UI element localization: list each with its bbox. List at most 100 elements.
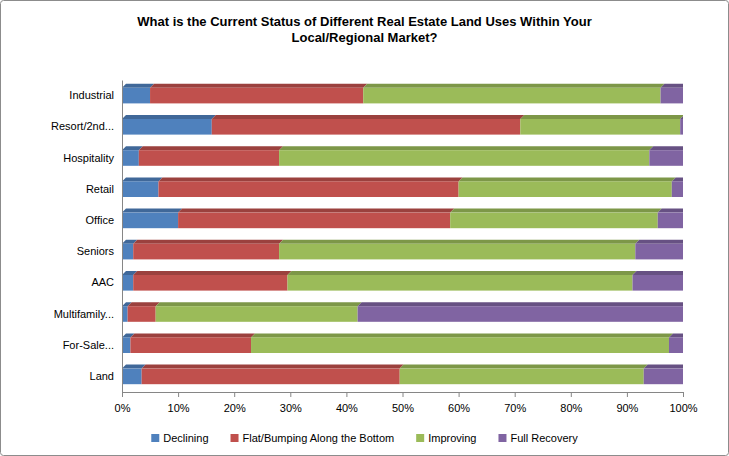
bar <box>279 150 649 166</box>
bar <box>635 244 683 260</box>
y-tick-label: Hospitality <box>63 152 114 164</box>
bar-top <box>459 177 676 181</box>
bar <box>633 275 683 291</box>
x-tick: 20% <box>224 392 246 414</box>
legend: Declining Flat/Bumping Along the Bottom Im… <box>151 432 578 444</box>
y-tick: Hospitality <box>63 152 122 164</box>
legend-label: Declining <box>163 432 208 444</box>
bar-top <box>661 84 683 88</box>
bar-top <box>363 84 664 88</box>
y-tick: Multifamily... <box>54 308 122 320</box>
x-axis-line <box>123 393 684 398</box>
bar <box>122 213 178 229</box>
y-tick-label: Office <box>85 214 114 226</box>
x-tick-label: 40% <box>336 402 358 414</box>
x-tick-mark <box>346 392 347 397</box>
bar-top <box>635 240 683 244</box>
x-tick: 10% <box>168 392 190 414</box>
bar <box>363 88 660 104</box>
bar-top <box>122 84 154 88</box>
bar <box>672 181 683 197</box>
x-tick: 70% <box>504 392 526 414</box>
bar <box>459 181 672 197</box>
bars <box>122 84 683 384</box>
y-tick: Land <box>90 370 122 382</box>
bar <box>669 337 683 353</box>
bar <box>287 275 632 291</box>
bar <box>158 181 458 197</box>
bar <box>122 88 150 104</box>
x-tick: 80% <box>560 392 582 414</box>
bar <box>128 306 156 322</box>
x-tick-label: 100% <box>669 402 697 414</box>
bar <box>251 337 669 353</box>
bar <box>658 213 683 229</box>
bar <box>680 119 683 135</box>
y-tick: Resort/2nd... <box>51 120 122 132</box>
x-tick: 0% <box>115 392 131 414</box>
chart-title: What is the Current Status of Different … <box>137 14 591 45</box>
bar <box>133 275 287 291</box>
bar-top <box>279 240 639 244</box>
bar <box>649 150 683 166</box>
bar <box>142 369 400 385</box>
bar-top <box>672 177 683 181</box>
legend-item: Declining <box>151 432 208 444</box>
legend-label: Flat/Bumping Along the Bottom <box>243 432 395 444</box>
y-tick: AAC <box>91 276 122 288</box>
bar-top <box>633 271 683 275</box>
legend-item: Improving <box>416 432 476 444</box>
bar-top <box>122 115 216 119</box>
bar <box>279 244 635 260</box>
legend-item: Flat/Bumping Along the Bottom <box>231 432 395 444</box>
y-tick-label: Retail <box>86 183 114 195</box>
bar <box>122 337 130 353</box>
bar-top <box>156 302 362 306</box>
bar <box>122 150 139 166</box>
x-tick-mark <box>627 392 628 397</box>
bar <box>520 119 680 135</box>
bar-top <box>150 84 367 88</box>
x-tick-mark <box>571 392 572 397</box>
bar-top <box>680 115 683 119</box>
bar-top <box>122 177 162 181</box>
x-tick: 40% <box>336 392 358 414</box>
x-tick-label: 80% <box>560 402 582 414</box>
bar <box>358 306 683 322</box>
bar <box>400 369 644 385</box>
bar-top <box>139 146 283 150</box>
x-tick-mark <box>122 392 123 397</box>
bar-top <box>287 271 636 275</box>
bar-top <box>142 365 404 369</box>
y-tick-label: Land <box>90 370 114 382</box>
chart: What is the Current Status of Different … <box>0 0 729 456</box>
x-tick-mark <box>234 392 235 397</box>
bar-top <box>649 146 683 150</box>
y-tick: Seniors <box>77 245 122 257</box>
y-tick: Retail <box>86 183 122 195</box>
y-tick-label: For-Sale... <box>63 339 114 351</box>
bar-top <box>130 333 255 337</box>
x-tick-mark <box>515 392 516 397</box>
bar-top <box>669 333 683 337</box>
bar-top <box>158 177 462 181</box>
y-tick: For-Sale... <box>63 339 122 351</box>
bar-top <box>358 302 683 306</box>
y-tick: Industrial <box>69 89 122 101</box>
legend-swatch <box>416 434 424 442</box>
x-tick-label: 10% <box>168 402 190 414</box>
bar <box>644 369 683 385</box>
y-tick-label: Resort/2nd... <box>51 120 114 132</box>
bar <box>133 244 279 260</box>
bar <box>122 244 133 260</box>
x-axis: 0%10%20%30%40%50%60%70%80%90%100% <box>115 392 698 414</box>
bar <box>139 150 279 166</box>
bar <box>156 306 358 322</box>
x-tick-label: 90% <box>616 402 638 414</box>
x-tick-mark <box>683 392 684 397</box>
legend-label: Improving <box>428 432 476 444</box>
bar <box>178 213 450 229</box>
bar <box>122 275 133 291</box>
y-axis: Industrial Resort/2nd... Hospitality Retail… <box>51 81 122 393</box>
bar-top <box>658 209 683 213</box>
